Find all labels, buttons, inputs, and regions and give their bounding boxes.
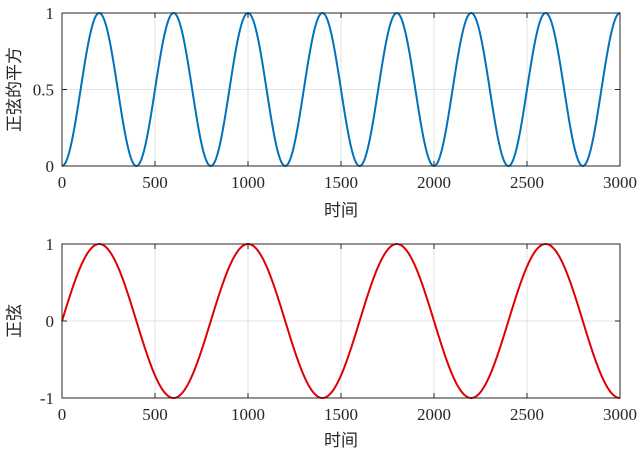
y-tick-label: 0	[46, 157, 55, 176]
x-tick-label: 500	[142, 173, 168, 192]
x-axis-label: 时间	[324, 201, 358, 220]
y-tick-label: 0.5	[33, 81, 54, 100]
top-plot-sine-squared: 0 500 1000 1500 2000 2500 3000 0 0.5 1 时间 正弦的平方	[5, 4, 637, 220]
x-tick-label: 2000	[417, 173, 451, 192]
y-tick-label: 1	[46, 4, 55, 23]
x-tick-label: 3000	[603, 405, 637, 424]
y-tick-label: -1	[40, 389, 54, 408]
x-tick-label: 0	[58, 173, 67, 192]
y-tick-label: 0	[46, 312, 55, 331]
x-tick-label: 3000	[603, 173, 637, 192]
x-tick-label: 1000	[231, 405, 265, 424]
y-axis-label: 正弦的平方	[5, 47, 24, 132]
x-tick-label: 0	[58, 405, 67, 424]
y-axis-label: 正弦	[5, 304, 24, 338]
x-tick-label: 1000	[231, 173, 265, 192]
x-tick-label: 1500	[324, 405, 358, 424]
x-axis-label: 时间	[324, 431, 358, 450]
x-tick-label: 2500	[510, 405, 544, 424]
series-line-0	[61, 243, 621, 399]
series-line-0	[61, 12, 621, 167]
x-tick-label: 2000	[417, 405, 451, 424]
y-tick-label: 1	[46, 235, 55, 254]
x-tick-label: 2500	[510, 173, 544, 192]
x-tick-label: 500	[142, 405, 168, 424]
x-tick-label: 1500	[324, 173, 358, 192]
